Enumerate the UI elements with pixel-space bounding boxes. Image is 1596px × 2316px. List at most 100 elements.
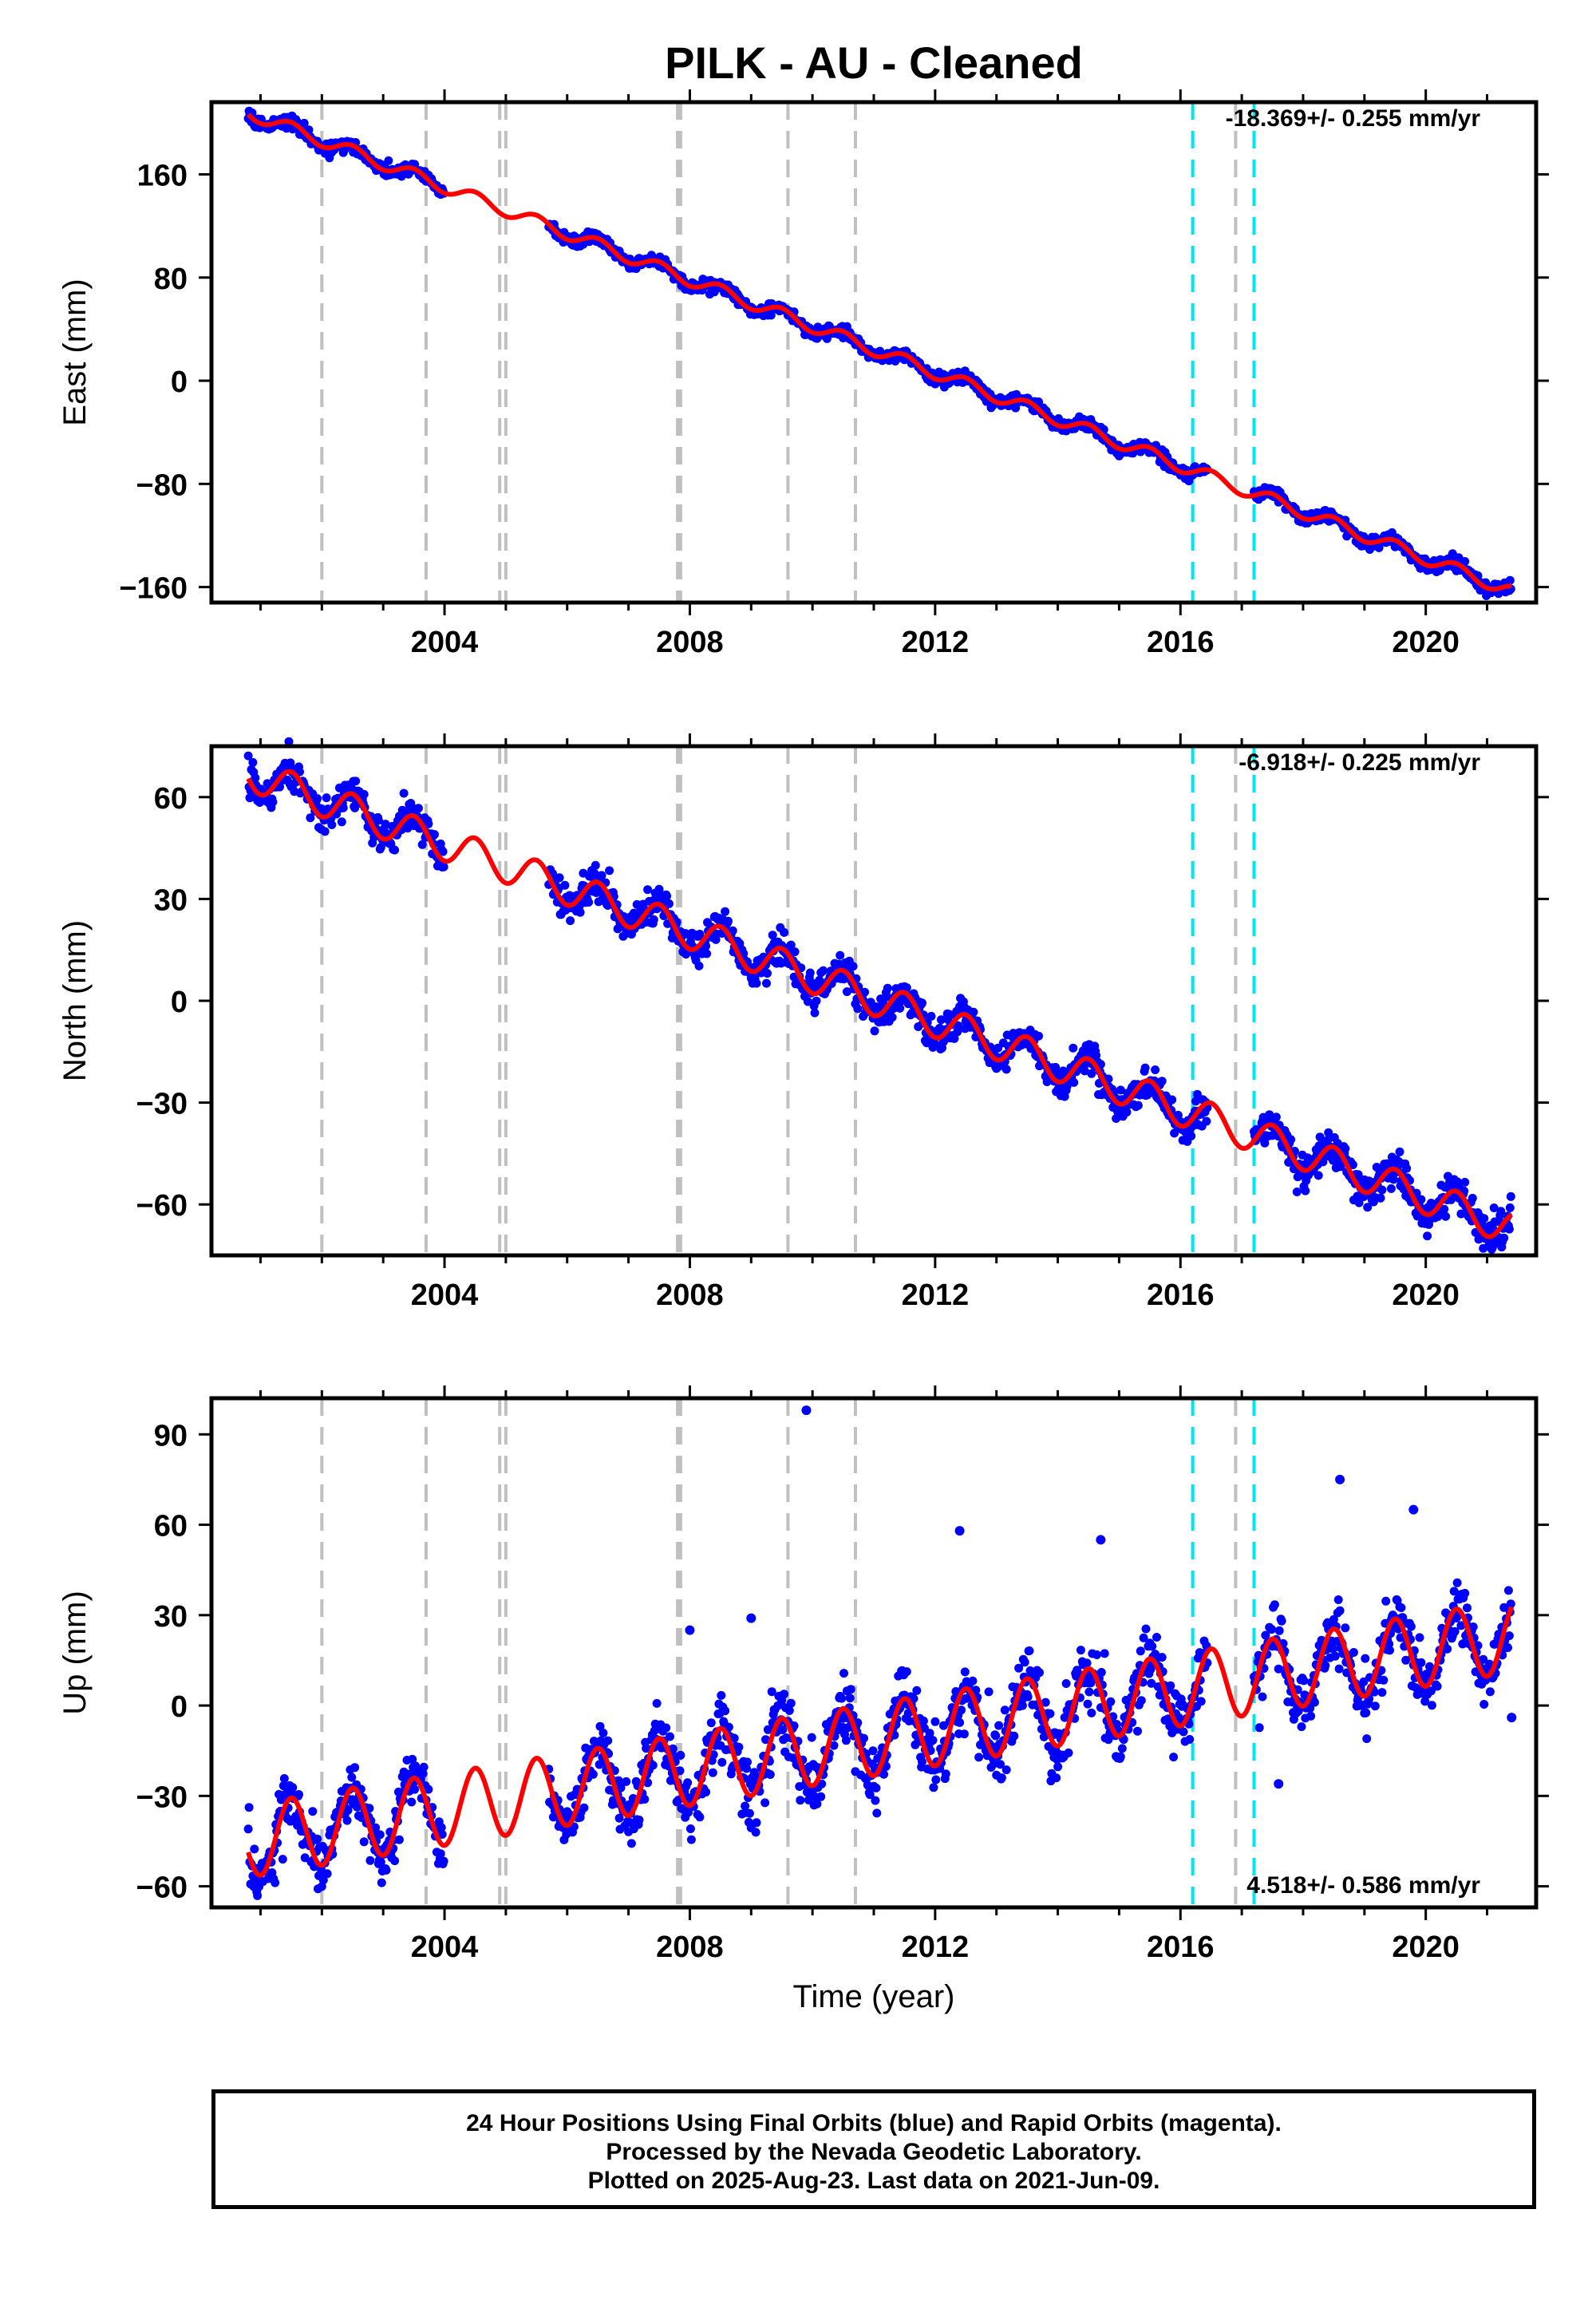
y-tick-label: 30 xyxy=(154,883,188,917)
data-point xyxy=(1187,1132,1196,1140)
processing-info-box: 24 Hour Positions Using Final Orbits (bl… xyxy=(211,2089,1536,2209)
data-point xyxy=(1017,1701,1027,1710)
data-point xyxy=(786,1698,796,1708)
data-point xyxy=(868,1746,878,1756)
data-point xyxy=(1169,1753,1179,1762)
data-point xyxy=(845,1694,855,1703)
panel-3: 2004 2008 2012 2016 2020 −60 −30 0 30 60 90 Up (mm)… xyxy=(57,1385,1549,2014)
data-point xyxy=(745,1808,754,1818)
data-point xyxy=(365,1856,375,1865)
data-point xyxy=(1258,1692,1267,1701)
data-point xyxy=(1349,1648,1358,1657)
data-point xyxy=(724,916,733,926)
data-point xyxy=(871,1783,881,1792)
data-point xyxy=(640,1795,650,1804)
data-point xyxy=(322,1869,332,1879)
data-point xyxy=(853,1004,863,1014)
data-point xyxy=(1185,1735,1195,1744)
data-point xyxy=(268,797,278,807)
data-point xyxy=(846,1685,855,1694)
data-point xyxy=(968,1676,978,1686)
data-point xyxy=(721,1706,730,1716)
outlier-point xyxy=(1274,1779,1284,1789)
data-point xyxy=(1254,1723,1264,1733)
data-point xyxy=(859,1733,868,1743)
data-point xyxy=(918,998,926,1008)
data-point xyxy=(1267,1625,1277,1634)
data-point xyxy=(430,830,439,840)
data-point xyxy=(685,1824,695,1833)
data-point xyxy=(780,927,789,937)
data-point xyxy=(837,1694,847,1703)
data-point xyxy=(784,1705,794,1715)
data-point xyxy=(1166,1681,1175,1690)
data-point xyxy=(1025,1646,1034,1655)
data-point xyxy=(1335,1606,1345,1615)
data-point xyxy=(1479,1700,1489,1709)
x-tick-label: 2004 xyxy=(411,1931,479,1964)
y-tick-label: −30 xyxy=(136,1780,188,1814)
y-tick-label: 0 xyxy=(171,1690,188,1724)
data-point xyxy=(390,1856,400,1866)
data-point xyxy=(288,1783,298,1792)
data-point xyxy=(926,1011,936,1021)
data-point xyxy=(1504,1224,1514,1234)
y-tick-label: 30 xyxy=(154,1600,188,1634)
data-point xyxy=(819,966,828,975)
y-tick-label: 160 xyxy=(137,159,188,192)
data-point xyxy=(1277,1616,1286,1626)
data-point xyxy=(1141,1624,1151,1634)
data-point xyxy=(743,1757,752,1767)
data-point xyxy=(1045,1709,1055,1718)
data-point xyxy=(1023,1692,1033,1701)
data-point xyxy=(579,1803,589,1812)
x-tick-label: 2008 xyxy=(656,626,724,659)
data-point xyxy=(351,777,361,786)
data-point xyxy=(807,1733,816,1742)
data-point xyxy=(384,156,393,165)
data-point xyxy=(1503,1586,1513,1595)
y-tick-label: 80 xyxy=(154,263,188,296)
data-point xyxy=(1402,1164,1412,1173)
data-point xyxy=(734,1742,744,1752)
data-point xyxy=(377,1878,386,1887)
data-point xyxy=(839,1669,848,1678)
panel-2: 2004 2008 2012 2016 2020 −60 −30 0 30 60 North (mm… xyxy=(57,733,1549,1312)
data-point xyxy=(1133,1101,1143,1110)
data-point xyxy=(560,880,570,890)
data-point xyxy=(695,1812,705,1822)
data-point xyxy=(1377,1688,1387,1697)
data-point xyxy=(1292,1188,1302,1196)
data-point xyxy=(912,1686,922,1695)
data-point xyxy=(997,1773,1006,1783)
data-point xyxy=(1148,1642,1157,1651)
data-point xyxy=(399,788,409,798)
data-point xyxy=(1140,1063,1150,1073)
data-point xyxy=(347,1773,357,1782)
velocity-label: -18.369+/- 0.255 mm/yr xyxy=(1226,105,1481,132)
data-point xyxy=(883,983,892,993)
data-point xyxy=(278,1855,287,1864)
data-point xyxy=(1009,1731,1019,1741)
data-point xyxy=(1423,1231,1432,1241)
data-point xyxy=(652,1698,662,1708)
data-point xyxy=(419,1762,429,1772)
data-point xyxy=(1100,1649,1109,1658)
data-point xyxy=(1321,1661,1330,1670)
x-tick-label: 2016 xyxy=(1147,626,1215,659)
x-tick-label: 2016 xyxy=(1147,1931,1215,1964)
data-point xyxy=(812,996,821,1006)
data-point xyxy=(1064,1748,1073,1757)
data-point xyxy=(397,172,406,181)
data-point xyxy=(248,757,258,767)
data-point xyxy=(1167,1095,1177,1105)
data-point xyxy=(1152,1633,1161,1642)
data-point xyxy=(1020,1658,1029,1667)
data-point xyxy=(1379,1675,1389,1685)
data-point xyxy=(643,885,653,895)
y-tick-label: −160 xyxy=(119,572,188,606)
x-tick-label: 2020 xyxy=(1392,626,1460,659)
data-point xyxy=(1116,1752,1125,1761)
data-point xyxy=(1274,1626,1284,1635)
data-point xyxy=(308,1807,318,1816)
